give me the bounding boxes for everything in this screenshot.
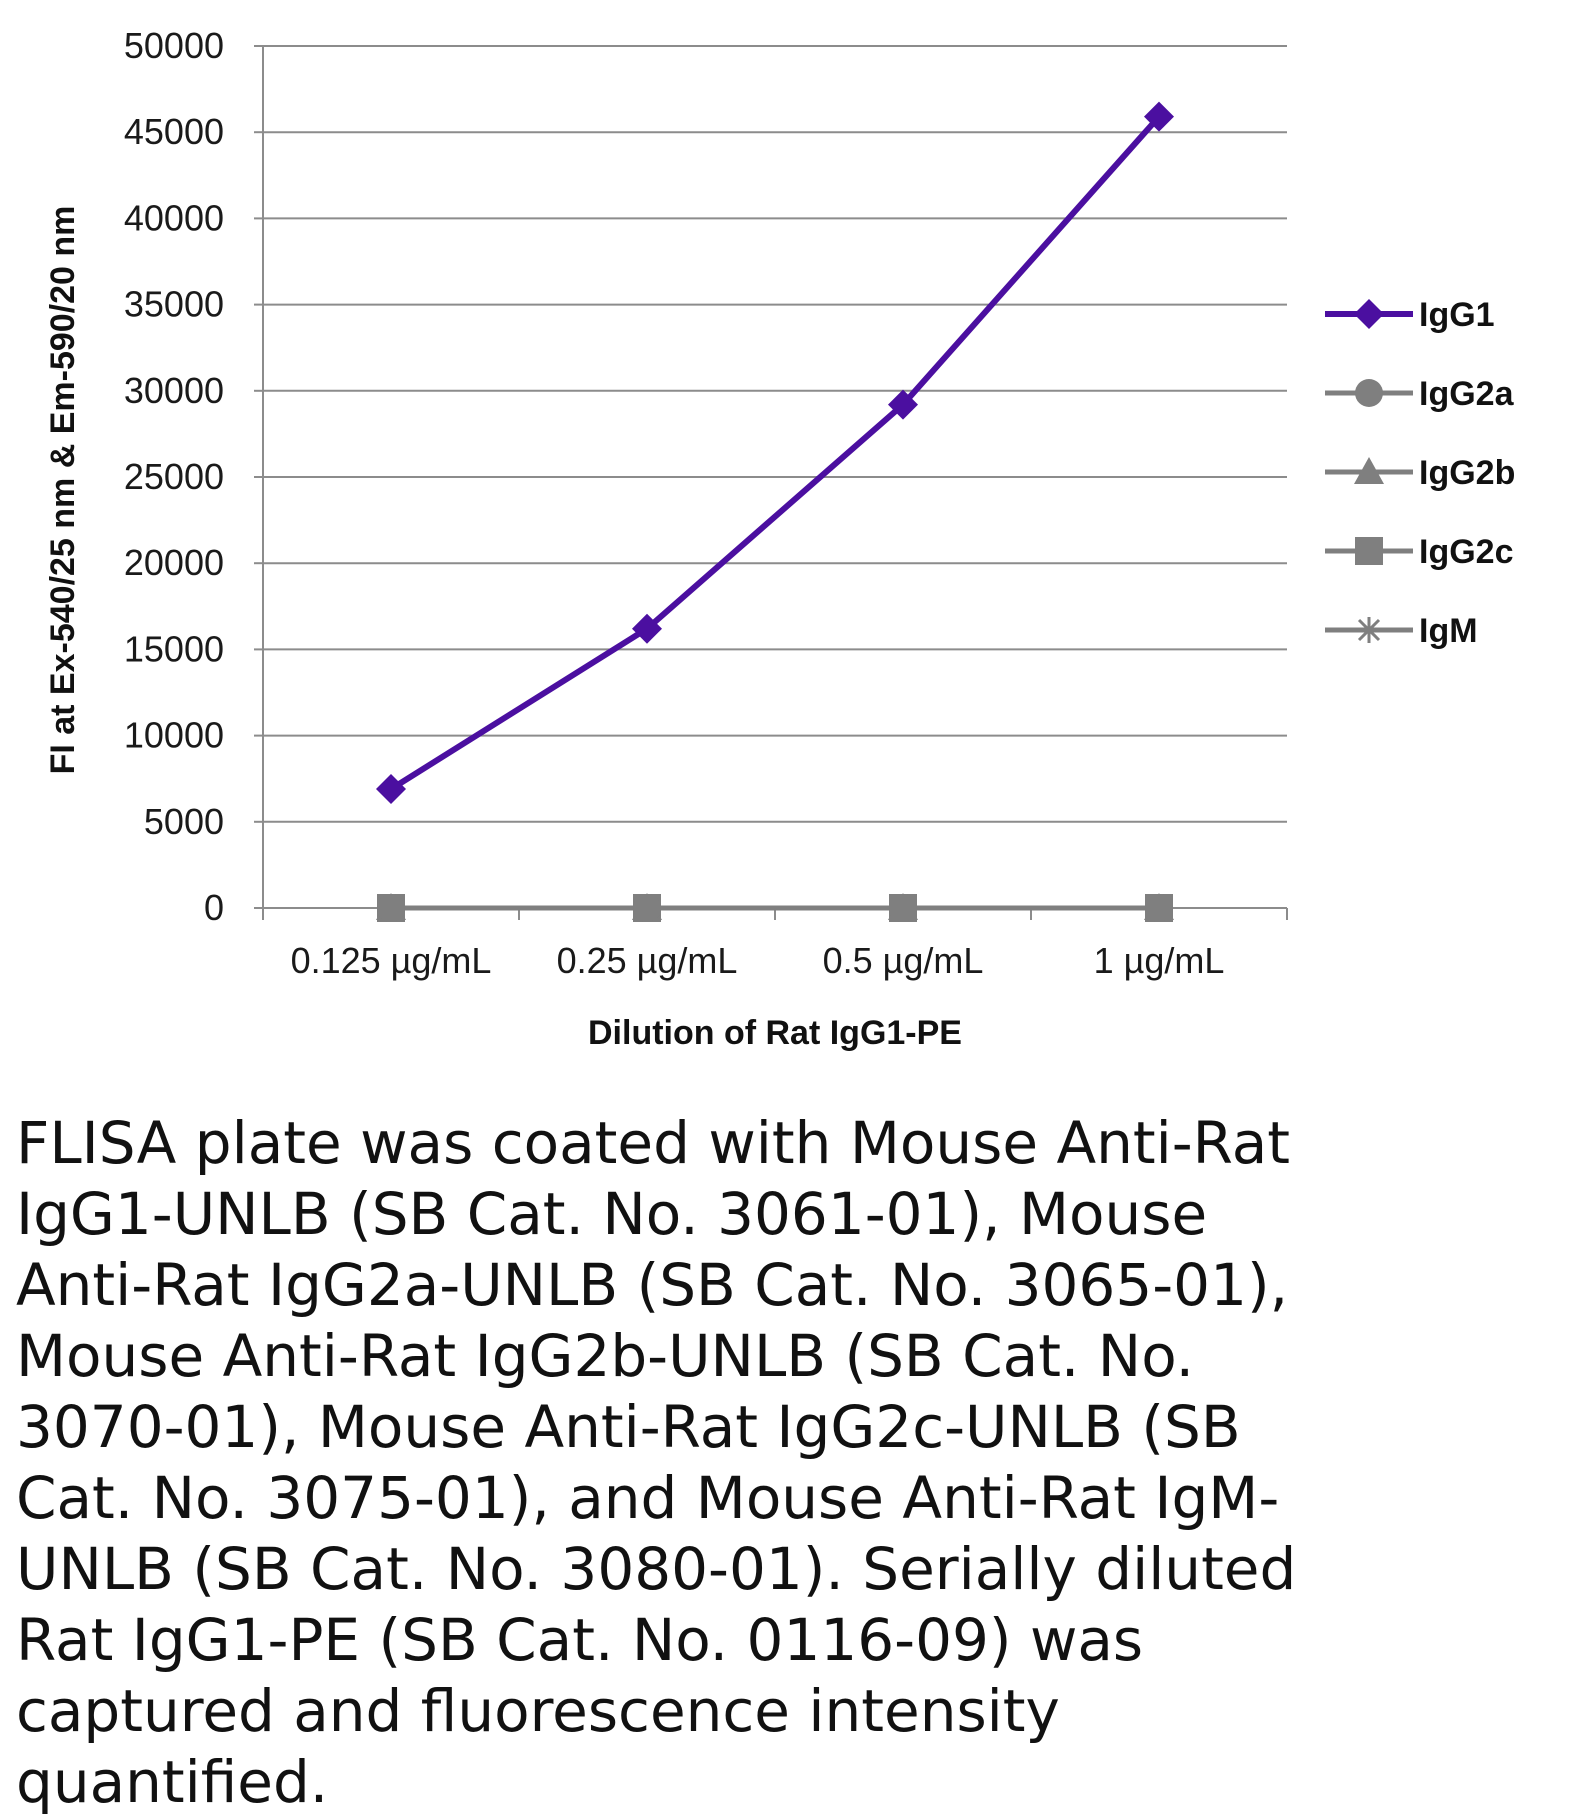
data-point-igg2a [633,894,661,922]
gridlines [263,45,1287,823]
legend-marker-igg2c [1355,537,1383,565]
x-tick-label: 0.125 µg/mL [291,940,492,981]
legend-label-igg1: IgG1 [1419,296,1495,334]
data-point-igg1 [1144,101,1174,132]
y-tick-label: 15000 [124,628,224,669]
data-point-igg1 [888,389,918,420]
data-point-igg2a [377,894,405,922]
y-tick-label: 45000 [124,111,224,152]
legend-marker-igg2a [1355,379,1383,407]
y-tick-label: 50000 [124,25,224,66]
y-tick-label: 25000 [124,456,224,497]
figure-caption: FLISA plate was coated with Mouse Anti-R… [16,1109,1297,1816]
series-line-igg1 [389,114,1162,792]
y-tick-label: 30000 [124,370,224,411]
y-tick-label: 0 [204,887,224,928]
data-point-igg2a [1145,894,1173,922]
y-tick-label: 40000 [124,197,224,238]
y-tick-label: 10000 [124,715,224,756]
y-tick-label: 20000 [124,542,224,583]
legend-label-igg2b: IgG2b [1419,454,1515,492]
line-chart: 0 5000 10000 15000 20000 25000 30000 35000 40000… [44,25,1515,1052]
y-tick-label: 35000 [124,284,224,325]
legend-marker-igg1 [1354,299,1384,329]
legend-label-igg2c: IgG2c [1419,533,1513,571]
legend-marker-igm [1356,617,1382,643]
x-tick-label: 1 µg/mL [1094,940,1225,981]
legend-label-igg2a: IgG2a [1419,375,1515,413]
legend-marker-igg2b [1354,457,1384,484]
x-tick-label: 0.5 µg/mL [823,940,984,981]
y-axis-ticks: 0 5000 10000 15000 20000 25000 30000 35000 40000… [124,25,263,928]
x-tick-label: 0.25 µg/mL [557,940,738,981]
series-lines [376,101,1174,922]
legend-label-igm: IgM [1419,612,1478,650]
y-tick-label: 5000 [144,801,224,842]
x-axis-title: Dilution of Rat IgG1-PE [588,1014,962,1052]
y-axis-title: FI at Ex-540/25 nm & Em-590/20 nm [44,206,82,775]
data-point-igg2a [889,894,917,922]
data-point-igg1 [632,613,662,644]
legend: IgG1 IgG2a IgG2b IgG2c IgM [1325,296,1515,650]
data-point-igg1 [376,774,406,805]
